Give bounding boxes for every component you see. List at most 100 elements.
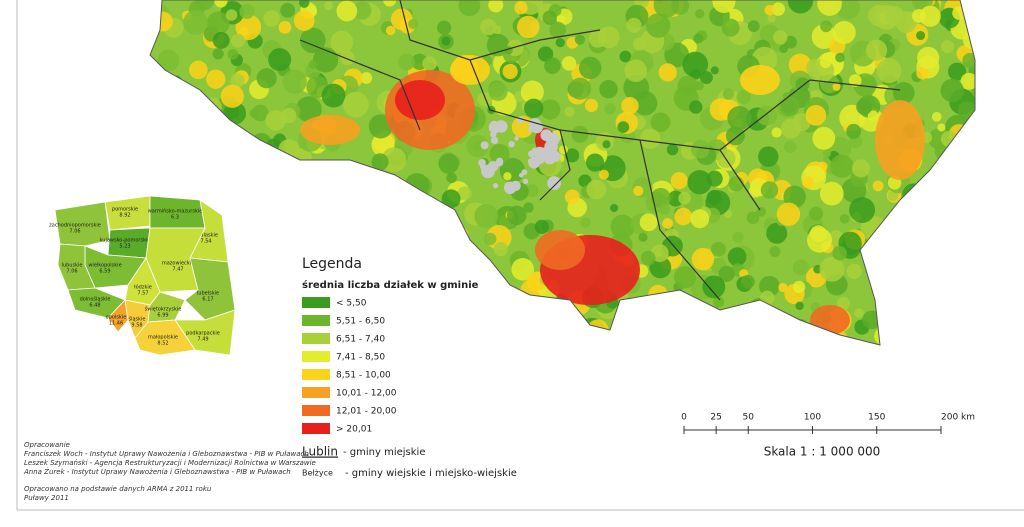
municipality — [258, 195, 268, 206]
municipality — [345, 229, 357, 240]
municipality — [574, 34, 586, 45]
municipality — [916, 194, 941, 219]
municipality — [925, 322, 952, 345]
municipality — [666, 143, 679, 156]
main-map — [134, 0, 975, 345]
inset-region-name: pomorskie — [112, 207, 138, 213]
urban-area — [487, 161, 499, 172]
municipality — [380, 245, 398, 263]
municipality — [267, 251, 282, 266]
municipality — [268, 48, 292, 72]
municipality — [771, 127, 782, 138]
municipality — [822, 149, 832, 158]
legend-label: 5,51 - 6,50 — [336, 317, 385, 327]
municipality — [960, 155, 975, 169]
legend-label: 8,51 - 10,00 — [336, 371, 391, 381]
municipality — [240, 158, 258, 177]
municipality — [326, 166, 348, 188]
municipality — [874, 327, 892, 345]
municipality — [273, 294, 298, 319]
legend-subtitle: średnia liczba działek w gminie — [302, 279, 479, 291]
inset-region — [134, 319, 196, 356]
legend-label: 12,01 - 20,00 — [336, 407, 397, 417]
inset-region-name: mazowieckie — [162, 261, 194, 267]
inset-region-name: podkarpackie — [186, 331, 220, 337]
urban-area — [531, 147, 539, 156]
municipality — [321, 83, 346, 108]
inset-region-name: lubelskie — [197, 291, 219, 297]
inset-region-name: kujawsko-pomorskie — [100, 238, 151, 244]
municipality — [854, 308, 864, 318]
municipality — [809, 338, 820, 345]
municipality — [280, 2, 296, 18]
municipality — [233, 144, 244, 154]
municipality — [940, 78, 964, 103]
municipality — [344, 224, 354, 235]
municipality — [210, 139, 221, 149]
rural-example: Bełżyce — [302, 469, 333, 478]
urban-area — [508, 140, 515, 148]
municipality — [224, 123, 238, 137]
municipality — [312, 186, 337, 211]
municipality — [483, 325, 506, 345]
municipality — [353, 1, 372, 20]
urban-area — [522, 178, 529, 185]
municipality — [256, 228, 278, 250]
map-outline — [149, 0, 976, 346]
municipality — [904, 322, 918, 336]
municipality — [569, 77, 592, 100]
urban-area — [545, 132, 560, 147]
municipality — [795, 301, 804, 311]
municipality — [808, 206, 824, 221]
municipality — [518, 332, 534, 345]
inset-region-value: 6.17 — [202, 297, 213, 303]
rural-text: - gminy wiejskie i miejsko-wiejskie — [345, 468, 517, 479]
municipality — [212, 48, 224, 60]
municipality — [579, 336, 598, 345]
scale-tick-label: 50 — [743, 413, 755, 423]
municipality — [727, 106, 752, 131]
municipality — [282, 69, 307, 94]
municipality — [134, 39, 149, 54]
municipality — [650, 187, 671, 208]
municipality — [819, 56, 832, 69]
municipality — [488, 81, 508, 102]
legend-label: < 5,50 — [336, 299, 367, 309]
municipality — [957, 144, 973, 160]
municipality — [769, 245, 781, 257]
municipality — [931, 111, 942, 122]
legend-swatch — [302, 369, 330, 380]
hotspot — [300, 115, 360, 145]
municipality — [675, 316, 698, 339]
municipality — [441, 189, 461, 209]
municipality — [200, 126, 211, 137]
hotspot — [875, 100, 925, 180]
municipality — [514, 336, 530, 345]
legend-swatch — [302, 333, 330, 344]
municipality — [764, 4, 776, 16]
municipality — [677, 318, 686, 327]
municipality — [962, 122, 975, 141]
municipality — [380, 249, 401, 270]
municipality — [526, 299, 539, 313]
municipality — [639, 128, 661, 149]
municipality — [292, 180, 303, 191]
municipality — [244, 294, 270, 320]
municipality — [461, 301, 484, 324]
municipality — [188, 117, 206, 134]
inset-region-name: wielkopolskie — [88, 263, 121, 269]
credits-line: Franciszek Woch - Instytut Uprawy Nawoże… — [24, 450, 309, 458]
municipality — [411, 210, 436, 234]
urban-area — [528, 156, 540, 169]
municipality — [648, 323, 673, 345]
municipality — [649, 256, 672, 279]
municipality — [349, 207, 364, 222]
municipality — [377, 200, 398, 220]
municipality — [534, 296, 552, 313]
municipality — [555, 38, 565, 48]
municipality — [295, 96, 322, 122]
region-borders — [299, 0, 901, 301]
urban-area — [549, 150, 561, 162]
municipality — [489, 143, 510, 164]
municipality — [702, 275, 726, 299]
